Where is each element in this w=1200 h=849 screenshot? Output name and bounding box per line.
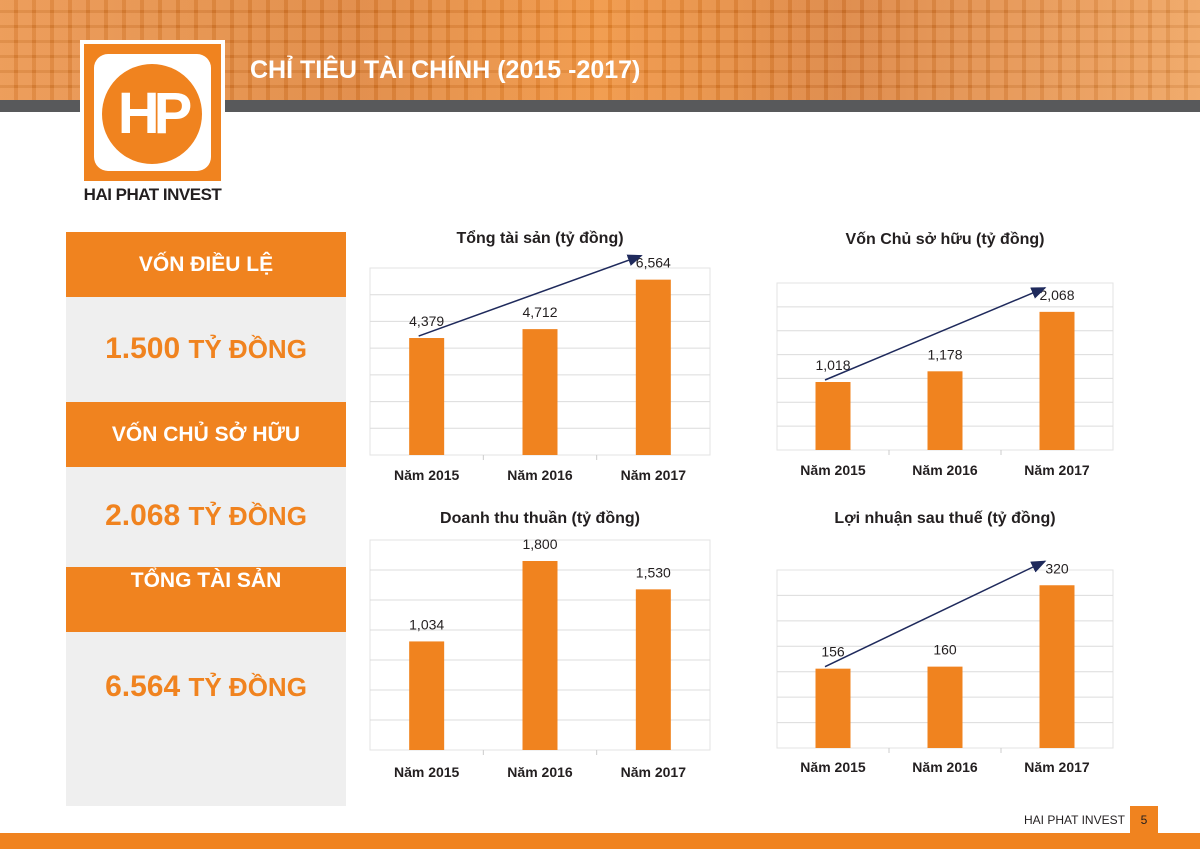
x-tick-label: Năm 2016 — [507, 467, 573, 483]
x-tick-label: Năm 2017 — [621, 764, 687, 780]
logo-mark: HP — [117, 81, 193, 146]
bar — [635, 279, 671, 455]
x-tick-label: Năm 2016 — [912, 462, 978, 478]
x-tick-label: Năm 2017 — [1024, 462, 1090, 478]
bar — [927, 666, 963, 748]
data-label: 4,379 — [409, 313, 444, 329]
data-label: 6,564 — [636, 255, 671, 271]
bar — [1039, 311, 1075, 450]
data-label: 156 — [821, 644, 845, 660]
data-label: 1,800 — [522, 536, 557, 552]
bar — [815, 381, 851, 450]
bar — [927, 371, 963, 450]
summary-value: 1.500 TỶ ĐỒNG — [105, 332, 307, 365]
bar — [815, 668, 851, 748]
x-tick-label: Năm 2016 — [507, 764, 573, 780]
bar — [1039, 585, 1075, 748]
summary-value: 2.068 TỶ ĐỒNG — [105, 499, 307, 532]
x-tick-label: Năm 2015 — [800, 462, 866, 478]
page-number: 5 — [1130, 806, 1158, 833]
logo: HP HAI PHAT INVEST — [80, 40, 225, 208]
summary-label: VỐN ĐIỀU LỆ — [66, 232, 346, 297]
bar — [522, 329, 558, 455]
x-tick-label: Năm 2015 — [394, 467, 460, 483]
x-tick-label: Năm 2017 — [621, 467, 687, 483]
chart-title: Tổng tài sản (tỷ đồng) — [456, 229, 623, 247]
summary-value: 6.564 TỶ ĐỒNG — [105, 670, 307, 703]
page-title: CHỈ TIÊU TÀI CHÍNH (2015 -2017) — [250, 56, 641, 84]
x-tick-label: Năm 2016 — [912, 759, 978, 775]
data-label: 4,712 — [522, 304, 557, 320]
trend-arrow — [824, 560, 1047, 668]
x-tick-label: Năm 2017 — [1024, 759, 1090, 775]
data-label: 1,178 — [927, 346, 962, 362]
x-tick-label: Năm 2015 — [800, 759, 866, 775]
chart-title: Lợi nhuận sau thuế (tỷ đồng) — [834, 510, 1055, 527]
chart-title: Vốn Chủ sở hữu (tỷ đồng) — [846, 231, 1045, 248]
footer-bar — [0, 833, 1200, 849]
bar — [522, 561, 558, 750]
data-label: 2,068 — [1039, 287, 1074, 303]
bar — [409, 641, 445, 750]
data-label: 1,530 — [636, 564, 671, 580]
data-label: 1,018 — [815, 357, 850, 373]
trend-arrow — [418, 254, 643, 337]
logo-brand: HAI PHAT INVEST — [83, 185, 222, 204]
data-label: 320 — [1045, 560, 1069, 576]
data-label: 160 — [933, 642, 957, 658]
bar — [409, 338, 445, 455]
x-tick-label: Năm 2015 — [394, 764, 460, 780]
footer-brand: HAI PHAT INVEST — [1024, 813, 1125, 827]
data-label: 1,034 — [409, 616, 444, 632]
trend-arrow — [824, 287, 1047, 381]
summary-label: VỐN CHỦ SỞ HỮU — [66, 402, 346, 467]
summary-panel: VỐN ĐIỀU LỆ 1.500 TỶ ĐỒNG VỐN CHỦ SỞ HỮU… — [66, 232, 346, 806]
header-strip — [0, 100, 1200, 112]
summary-label: TỔNG TÀI SẢN — [66, 567, 346, 632]
bar — [635, 589, 671, 750]
chart-title: Doanh thu thuần (tỷ đồng) — [440, 510, 640, 527]
